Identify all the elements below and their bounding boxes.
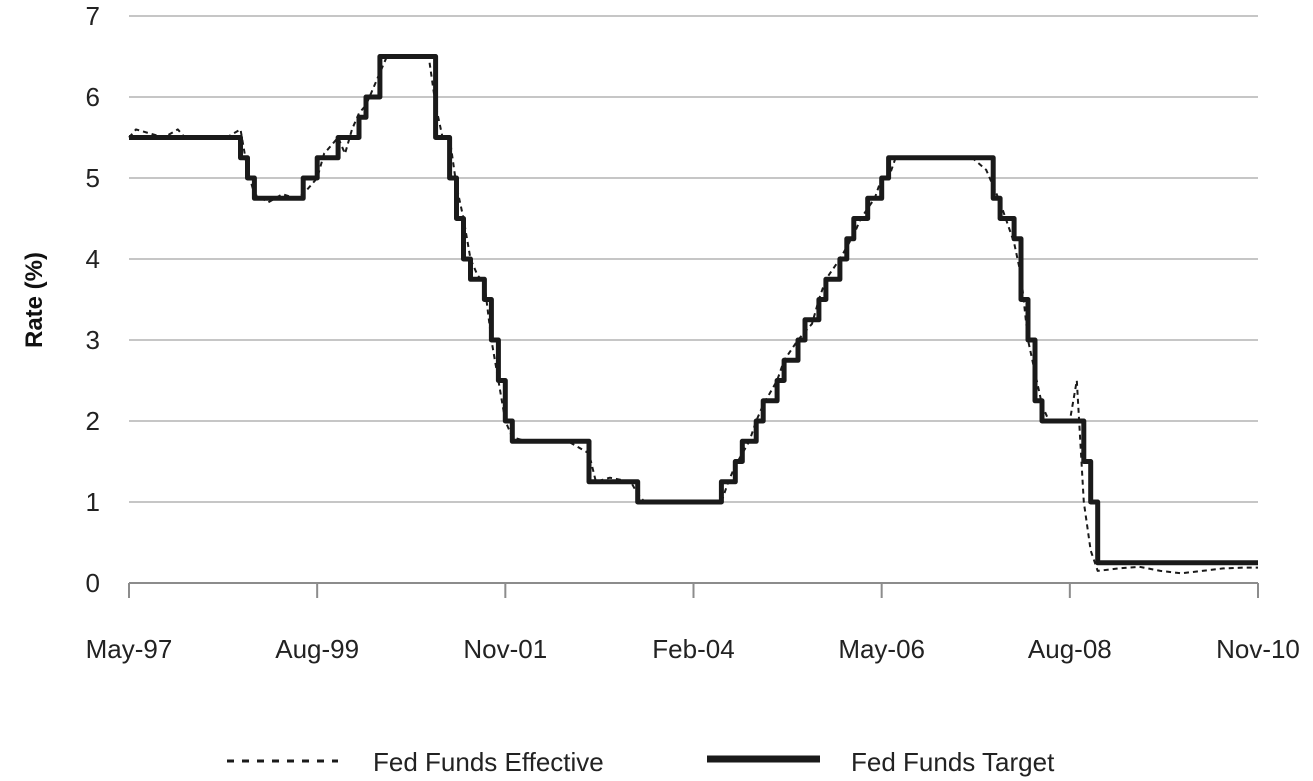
legend-label-target: Fed Funds Target xyxy=(851,747,1055,777)
x-tick-label-may-97: May-97 xyxy=(86,634,173,664)
y-tick-label-0: 0 xyxy=(86,568,100,598)
series-lines xyxy=(128,54,1258,575)
y-tick-labels: 0 1 2 3 4 5 6 7 xyxy=(86,1,100,598)
y-tick-label-4: 4 xyxy=(86,244,100,274)
x-tick-label-nov-01: Nov-01 xyxy=(463,634,547,664)
legend: Fed Funds Effective Fed Funds Target xyxy=(227,747,1055,777)
series-line-fed-funds-target xyxy=(129,54,1258,566)
x-tick-labels: May-97 Aug-99 Nov-01 Feb-04 May-06 Aug-08 Nov-… xyxy=(86,634,1300,664)
x-tick-label-aug-08: Aug-08 xyxy=(1028,634,1112,664)
y-tick-label-2: 2 xyxy=(86,406,100,436)
x-tick-label-feb-04: Feb-04 xyxy=(652,634,734,664)
y-tick-label-7: 7 xyxy=(86,1,100,31)
y-tick-label-1: 1 xyxy=(86,487,100,517)
y-axis-title: Rate (%) xyxy=(21,252,48,348)
legend-label-effective: Fed Funds Effective xyxy=(373,747,604,777)
x-tick-label-nov-10: Nov-10 xyxy=(1216,634,1300,664)
y-tick-label-6: 6 xyxy=(86,82,100,112)
y-tick-label-3: 3 xyxy=(86,325,100,355)
axes xyxy=(128,582,1259,598)
y-tick-label-5: 5 xyxy=(86,163,100,193)
x-tick-label-aug-99: Aug-99 xyxy=(275,634,359,664)
x-tick-label-may-06: May-06 xyxy=(838,634,925,664)
grid-lines xyxy=(129,15,1258,503)
